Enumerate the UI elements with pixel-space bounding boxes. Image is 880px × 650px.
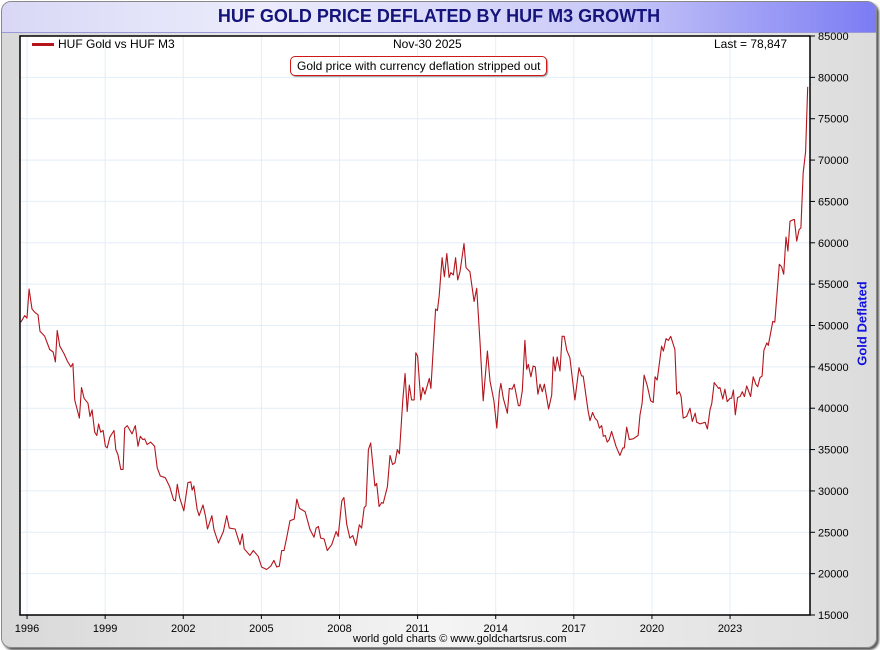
x-tick-label: 2008 [327, 623, 351, 635]
y-tick-label: 80000 [818, 72, 849, 84]
y-tick-label: 40000 [818, 403, 849, 415]
last-value-label: Last = 78,847 [714, 37, 788, 51]
x-tick-label: 2002 [171, 623, 195, 635]
legend: HUF Gold vs HUF M3 [32, 37, 175, 51]
series-line [20, 86, 809, 571]
x-tick-label: 2023 [718, 623, 742, 635]
annotation-box: Gold price with currency deflation strip… [290, 56, 548, 76]
x-tick-label: 2020 [640, 623, 664, 635]
legend-label: HUF Gold vs HUF M3 [58, 37, 175, 51]
date-label: Nov-30 2025 [393, 37, 462, 51]
y-tick-label: 30000 [818, 486, 849, 498]
legend-swatch [32, 43, 54, 47]
y-tick-label: 15000 [818, 610, 849, 622]
x-tick-label: 2005 [249, 623, 273, 635]
x-tick-label: 1999 [93, 623, 117, 635]
y-tick-label: 25000 [818, 527, 849, 539]
footer-credit: world gold charts © www.goldchartsrus.co… [353, 633, 567, 645]
chart-title: HUF GOLD PRICE DEFLATED BY HUF M3 GROWTH [217, 6, 661, 26]
y-tick-label: 60000 [818, 238, 849, 250]
y-axis-label: Gold Deflated [854, 281, 870, 366]
x-tick-label: 2014 [483, 623, 507, 635]
y-tick-label: 85000 [818, 31, 849, 43]
y-tick-label: 35000 [818, 445, 849, 457]
title-bar: HUF GOLD PRICE DEFLATED BY HUF M3 GROWTH [2, 2, 876, 33]
y-tick-label: 55000 [818, 279, 849, 291]
y-tick-label: 50000 [818, 321, 849, 333]
y-tick-label: 75000 [818, 114, 849, 126]
x-tick-label: 1996 [15, 623, 39, 635]
plot-border [19, 35, 811, 616]
y-tick-label: 70000 [818, 155, 849, 167]
y-tick-label: 65000 [818, 196, 849, 208]
y-tick-label: 45000 [818, 362, 849, 374]
x-tick-label: 2017 [562, 623, 586, 635]
y-tick-label: 20000 [818, 569, 849, 581]
x-tick-label: 2011 [406, 623, 430, 635]
